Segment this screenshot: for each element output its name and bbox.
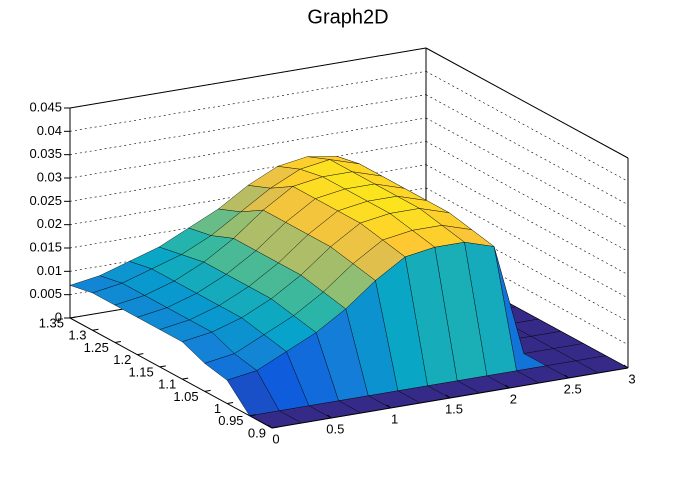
y-axis	[69, 317, 273, 429]
x-tick	[445, 394, 451, 399]
x-tick	[564, 374, 569, 379]
y-tick	[137, 353, 144, 356]
grid-line	[425, 141, 629, 252]
y-tick	[92, 328, 99, 331]
grid-line	[425, 234, 629, 345]
grid-line	[69, 141, 427, 202]
z-tick-label: 0.015	[29, 239, 62, 254]
y-tick	[271, 426, 279, 429]
y-tick-label: 1.35	[39, 315, 64, 330]
y-tick-label: 1	[214, 401, 221, 416]
x-tick	[327, 414, 332, 419]
z-tick-label: 0	[55, 309, 62, 324]
chart-title: Graph2D	[307, 6, 388, 28]
box-edge	[69, 47, 427, 109]
z-tick-label: 0.045	[29, 99, 62, 114]
y-tick-label: 0.9	[248, 425, 266, 440]
y-tick-label: 1.2	[113, 352, 131, 367]
x-tick-label: 1.5	[445, 401, 463, 416]
y-tick	[227, 402, 234, 405]
y-tick	[182, 377, 189, 380]
grid-line	[69, 71, 427, 132]
grid-line	[425, 211, 629, 322]
x-tick-label: 2	[510, 391, 517, 406]
y-tick-label: 1.3	[68, 328, 86, 343]
z-tick-label: 0.03	[37, 169, 62, 184]
x-tick-label: 1	[391, 411, 398, 426]
grid-line	[425, 117, 629, 229]
x-tick	[267, 424, 273, 429]
grid-line	[69, 117, 427, 179]
grid-line	[425, 71, 629, 182]
z-tick-label: 0.005	[29, 286, 62, 301]
y-tick	[69, 316, 77, 319]
y-tick	[249, 414, 256, 417]
x-tick-label: 2.5	[564, 381, 582, 396]
x-tick-label: 0.5	[326, 421, 344, 436]
y-tick	[204, 389, 211, 392]
y-tick-label: 1.25	[84, 340, 109, 355]
y-tick-label: 1.15	[128, 364, 153, 379]
x-tick	[386, 404, 391, 409]
z-tick-label: 0.035	[29, 146, 62, 161]
grid-line	[69, 94, 427, 155]
y-tick-label: 1.05	[173, 389, 198, 404]
x-tick	[505, 384, 510, 389]
x-tick-label: 3	[628, 371, 635, 386]
x-tick-label: 0	[272, 431, 279, 446]
x-tick	[623, 364, 629, 369]
y-tick	[159, 365, 166, 368]
z-tick-label: 0.02	[37, 216, 62, 231]
y-tick-label: 0.95	[218, 413, 243, 428]
grid-line	[425, 94, 629, 205]
box-edge	[425, 47, 629, 159]
z-tick-label: 0.04	[37, 123, 62, 138]
z-tick-label: 0.025	[29, 193, 62, 208]
y-tick-label: 1.1	[158, 377, 176, 392]
grid-line	[425, 164, 629, 275]
y-tick	[114, 340, 121, 343]
z-tick-label: 0.01	[37, 263, 62, 278]
grid-line	[425, 187, 629, 299]
